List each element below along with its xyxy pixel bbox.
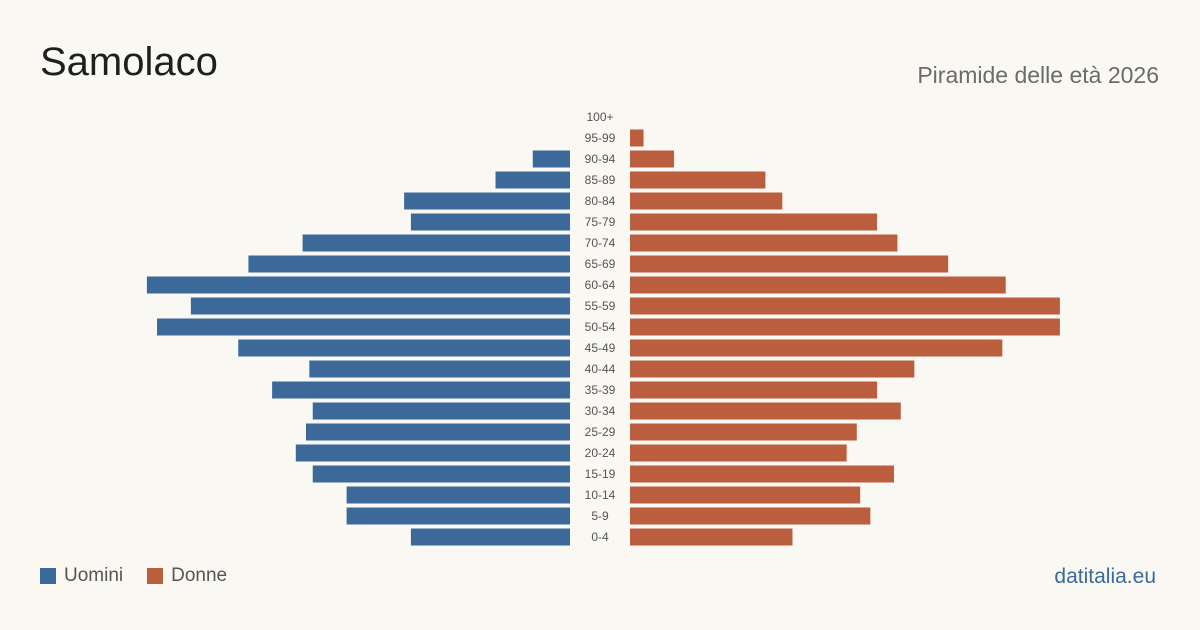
bar-men	[302, 234, 570, 252]
legend-item-women: Donne	[147, 565, 227, 587]
bar-women	[630, 129, 644, 147]
bar-women	[630, 213, 878, 231]
age-label: 30-34	[585, 404, 616, 418]
bar-women	[630, 444, 847, 462]
brand-link[interactable]: datitalia.eu	[1054, 565, 1156, 588]
bar-women	[630, 276, 1006, 294]
bar-men	[305, 423, 570, 441]
bar-women	[630, 528, 793, 546]
bar-women	[630, 402, 901, 420]
bar-women	[630, 318, 1060, 336]
age-label: 80-84	[585, 194, 616, 208]
bar-men	[238, 339, 570, 357]
bar-women	[630, 486, 861, 504]
age-label: 10-14	[585, 488, 616, 502]
legend-swatch-men	[40, 568, 56, 584]
bar-men	[190, 297, 570, 315]
bar-women	[630, 360, 915, 378]
bar-men	[312, 402, 570, 420]
bar-men	[532, 150, 570, 168]
bar-women	[630, 297, 1060, 315]
bar-men	[272, 381, 570, 399]
bar-men	[146, 276, 570, 294]
bar-women	[630, 339, 1003, 357]
bar-men	[346, 507, 570, 525]
age-label: 15-19	[585, 467, 616, 481]
age-label: 50-54	[585, 320, 616, 334]
bar-men	[157, 318, 570, 336]
bar-men	[312, 465, 570, 483]
bar-women	[630, 507, 871, 525]
bar-women	[630, 255, 949, 273]
age-label: 45-49	[585, 341, 616, 355]
legend-label-men: Uomini	[64, 565, 124, 586]
bar-men	[410, 528, 570, 546]
bar-men	[248, 255, 571, 273]
age-label: 70-74	[585, 236, 616, 250]
age-label: 25-29	[585, 425, 616, 439]
bar-men	[295, 444, 570, 462]
bar-men	[410, 213, 570, 231]
bar-women	[630, 423, 857, 441]
bar-women	[630, 381, 878, 399]
bar-women	[630, 192, 783, 210]
age-label: 60-64	[585, 278, 616, 292]
age-label: 95-99	[585, 131, 616, 145]
chart-subtitle: Piramide delle età 2026	[917, 62, 1159, 88]
bar-men	[346, 486, 570, 504]
legend-swatch-women	[147, 568, 164, 584]
age-label: 90-94	[585, 152, 616, 166]
age-label: 100+	[586, 110, 613, 124]
age-label: 85-89	[585, 173, 616, 187]
age-label: 55-59	[585, 299, 616, 313]
age-label: 40-44	[585, 362, 616, 376]
legend: Uomini Donne	[40, 565, 251, 587]
legend-item-men: Uomini	[40, 565, 123, 587]
bar-men	[404, 192, 570, 210]
age-label: 65-69	[585, 257, 616, 271]
bar-women	[630, 171, 766, 189]
age-label: 5-9	[591, 509, 609, 523]
bar-men	[495, 171, 570, 189]
age-label: 20-24	[585, 446, 616, 460]
bar-women	[630, 150, 675, 168]
bar-women	[630, 465, 895, 483]
age-label: 35-39	[585, 383, 616, 397]
age-label: 75-79	[585, 215, 616, 229]
age-label: 0-4	[591, 530, 609, 544]
chart-title: Samolaco	[40, 40, 218, 84]
bar-women	[630, 234, 898, 252]
bar-men	[309, 360, 570, 378]
legend-label-women: Donne	[171, 565, 228, 586]
